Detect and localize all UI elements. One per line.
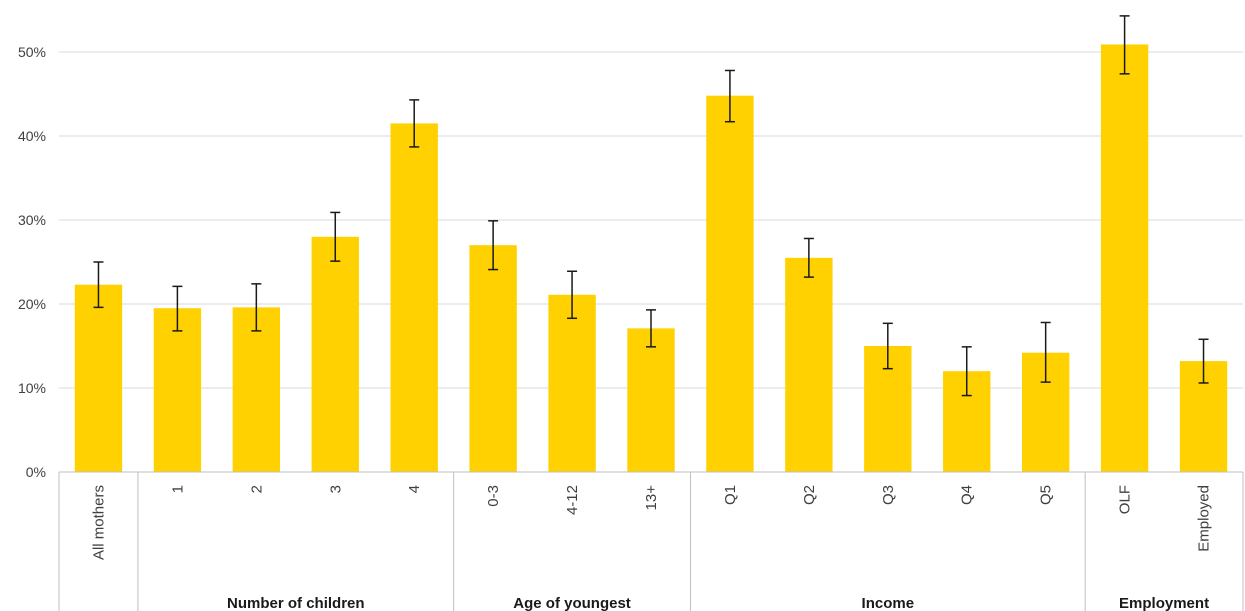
bar	[548, 294, 596, 472]
y-tick-label: 50%	[18, 44, 46, 60]
x-axis	[58, 471, 1244, 611]
bar	[153, 308, 202, 472]
bar	[706, 95, 754, 473]
group-label: Age of youngest	[513, 595, 631, 611]
error-bars	[93, 15, 1209, 397]
x-tick-label: 1	[169, 485, 186, 493]
y-tick-label: 30%	[18, 212, 46, 228]
x-tick-label: Q1	[722, 485, 739, 505]
error-bar	[803, 237, 814, 278]
error-bar	[1198, 338, 1209, 384]
error-bar	[882, 322, 893, 370]
x-tick-label: Q2	[801, 485, 818, 505]
bar	[390, 123, 438, 473]
error-bar	[567, 270, 578, 320]
error-bar	[646, 309, 656, 348]
x-tick-label: 2	[248, 485, 265, 493]
error-bar	[724, 69, 735, 123]
bar	[232, 307, 281, 472]
x-tick-label: 0-3	[485, 485, 502, 507]
x-tick-label: 4-12	[564, 485, 581, 515]
bar	[311, 236, 359, 472]
error-bar	[330, 211, 341, 262]
error-bar	[93, 261, 104, 309]
x-tick-label: Employed	[1196, 485, 1213, 552]
error-bar	[172, 285, 183, 332]
x-tick-label: Q5	[1038, 485, 1055, 505]
error-bar	[488, 220, 499, 271]
x-tick-label: Q4	[959, 485, 976, 505]
x-axis-categories: All mothers 1 2 3 4 0-3 4-12 13+ Q1 Q2 Q3 Q4 Q5 OLF Em…	[90, 485, 1212, 560]
error-bar	[1119, 15, 1130, 75]
error-bar	[1040, 321, 1051, 383]
y-tick-label: 20%	[18, 296, 46, 312]
bar	[627, 328, 675, 472]
bars	[74, 44, 1228, 473]
x-tick-label: All mothers	[90, 485, 107, 560]
x-tick-label: 13+	[643, 485, 660, 511]
x-tick-label: OLF	[1117, 485, 1134, 514]
bar	[785, 257, 833, 472]
bar	[469, 245, 517, 472]
group-label: Number of children	[227, 595, 365, 611]
category-groups: Number of children Age of youngest Income E…	[227, 595, 1209, 611]
x-tick-label: 4	[406, 485, 423, 493]
error-bar	[961, 346, 972, 397]
y-axis-ticks: 0% 10% 20% 30% 40% 50%	[18, 44, 46, 480]
y-tick-label: 10%	[18, 380, 46, 396]
y-tick-label: 40%	[18, 128, 46, 144]
bar	[74, 284, 123, 472]
error-bar	[251, 283, 262, 332]
group-label: Employment	[1119, 595, 1209, 611]
x-tick-label: 3	[327, 485, 344, 493]
y-tick-label: 0%	[26, 464, 46, 480]
group-label: Income	[862, 595, 915, 611]
error-bar	[409, 99, 420, 148]
x-tick-label: Q3	[880, 485, 897, 505]
bar	[1100, 44, 1149, 472]
